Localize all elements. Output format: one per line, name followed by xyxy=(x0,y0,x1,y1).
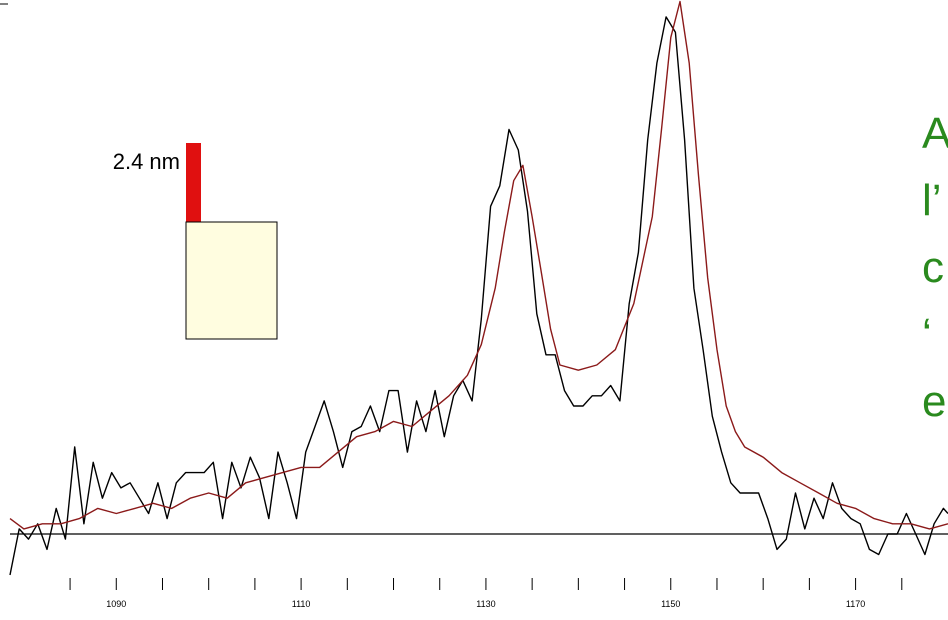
height-label: 2.4 nm xyxy=(113,149,180,174)
fitted-spectrum-line xyxy=(9,0,948,530)
x-tick-label: 1130 xyxy=(476,599,495,609)
x-axis: 1090 1110 1130 1150 1170 xyxy=(10,533,948,609)
x-tick-label: 1090 xyxy=(106,599,126,609)
series xyxy=(9,0,948,576)
side-text-line: ‘ xyxy=(922,310,932,359)
base-block xyxy=(185,221,278,340)
x-tick-label: 1150 xyxy=(661,599,680,609)
side-text-line: A xyxy=(922,109,948,158)
x-tick-label: 1110 xyxy=(292,599,311,609)
height-inset: 2.4 nm xyxy=(113,143,278,340)
side-text-line: l’ xyxy=(922,176,942,225)
x-tick-label: 1170 xyxy=(846,599,865,609)
side-text-line: e xyxy=(922,377,946,426)
height-bar xyxy=(186,143,201,222)
side-text-line: c xyxy=(922,243,944,292)
side-text: Al’ c ‘ e xyxy=(922,109,948,426)
measured-spectrum-line xyxy=(9,16,948,576)
